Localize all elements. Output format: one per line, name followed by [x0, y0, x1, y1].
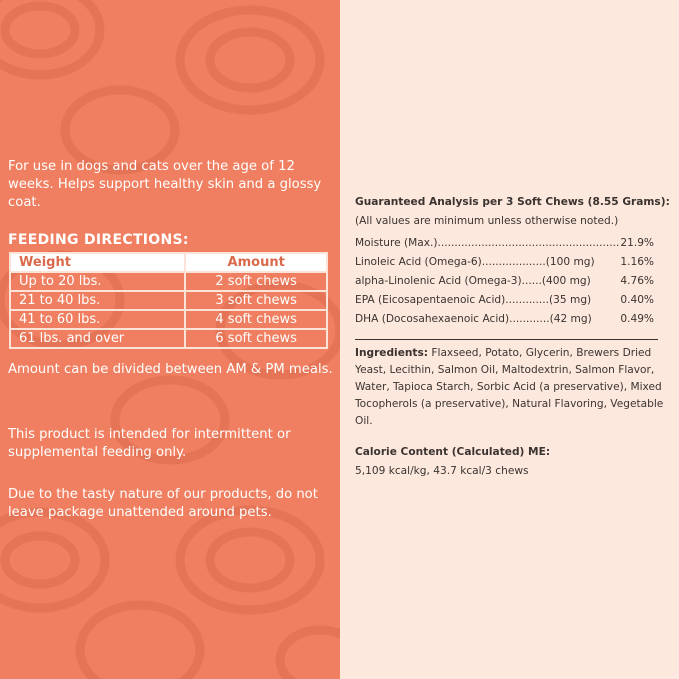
- weight-cell: Up to 20 lbs.: [8, 271, 187, 292]
- intro-text: For use in dogs and cats over the age of…: [8, 159, 322, 210]
- table-row: 61 lbs. and over 6 soft chews: [8, 328, 328, 349]
- amount-cell: 6 soft chews: [184, 328, 328, 349]
- analysis-value: 1.16%: [620, 256, 654, 268]
- analysis-row: EPA (Eicosapentaenoic Acid).............…: [355, 294, 654, 306]
- analysis-label: Linoleic Acid (Omega-6).................…: [355, 256, 595, 268]
- analysis-row: Moisture (Max.).........................…: [355, 237, 654, 249]
- analysis-label: alpha-Linolenic Acid (Omega-3)......(400…: [355, 275, 591, 287]
- salmon-steak-pattern: [0, 0, 340, 679]
- amount-cell: 2 soft chews: [184, 271, 328, 292]
- analysis-value: 0.40%: [620, 294, 654, 306]
- analysis-label: Moisture (Max.).........................…: [355, 237, 620, 249]
- ingredients-text: Ingredients: Flaxseed, Potato, Glycerin,…: [355, 345, 665, 430]
- warning-text: Due to the tasty nature of our products,…: [8, 487, 318, 520]
- header-amount: Amount: [184, 252, 328, 273]
- weight-cell: 21 to 40 lbs.: [8, 290, 187, 311]
- amount-cell: 3 soft chews: [184, 290, 328, 311]
- amount-cell: 4 soft chews: [184, 309, 328, 330]
- weight-cell: 61 lbs. and over: [8, 328, 187, 349]
- analysis-value: 4.76%: [620, 275, 654, 287]
- analysis-label: DHA (Docosahexaenoic Acid)............(4…: [355, 313, 592, 325]
- table-row: Up to 20 lbs. 2 soft chews: [8, 271, 328, 292]
- table-row: 41 to 60 lbs. 4 soft chews: [8, 309, 328, 330]
- analysis-value: 0.49%: [620, 313, 654, 325]
- intermittent-feeding-text: This product is intended for intermitten…: [8, 427, 291, 460]
- divider: [355, 339, 658, 340]
- analysis-row: Linoleic Acid (Omega-6).................…: [355, 256, 654, 268]
- analysis-label: EPA (Eicosapentaenoic Acid).............…: [355, 294, 592, 306]
- analysis-value: 21.9%: [620, 237, 654, 249]
- feeding-directions-heading: FEEDING DIRECTIONS:: [8, 232, 189, 248]
- analysis-title: Guaranteed Analysis per 3 Soft Chews (8.…: [355, 196, 670, 208]
- analysis-row: alpha-Linolenic Acid (Omega-3)......(400…: [355, 275, 654, 287]
- analysis-row: DHA (Docosahexaenoic Acid)............(4…: [355, 313, 654, 325]
- analysis-note: (All values are minimum unless otherwise…: [355, 215, 619, 227]
- header-weight: Weight: [8, 252, 187, 273]
- ingredients-list: Flaxseed, Potato, Glycerin, Brewers Drie…: [355, 347, 664, 427]
- divide-note: Amount can be divided between AM & PM me…: [8, 362, 333, 377]
- ingredients-label: Ingredients:: [355, 347, 429, 359]
- directions-panel: For use in dogs and cats over the age of…: [0, 0, 340, 679]
- feeding-table: Weight Amount Up to 20 lbs. 2 soft chews …: [8, 252, 328, 349]
- weight-cell: 41 to 60 lbs.: [8, 309, 187, 330]
- table-row: 21 to 40 lbs. 3 soft chews: [8, 290, 328, 311]
- calorie-label: Calorie Content (Calculated) ME:: [355, 446, 551, 458]
- calorie-value: 5,109 kcal/kg, 43.7 kcal/3 chews: [355, 465, 529, 477]
- table-header-row: Weight Amount: [8, 252, 328, 273]
